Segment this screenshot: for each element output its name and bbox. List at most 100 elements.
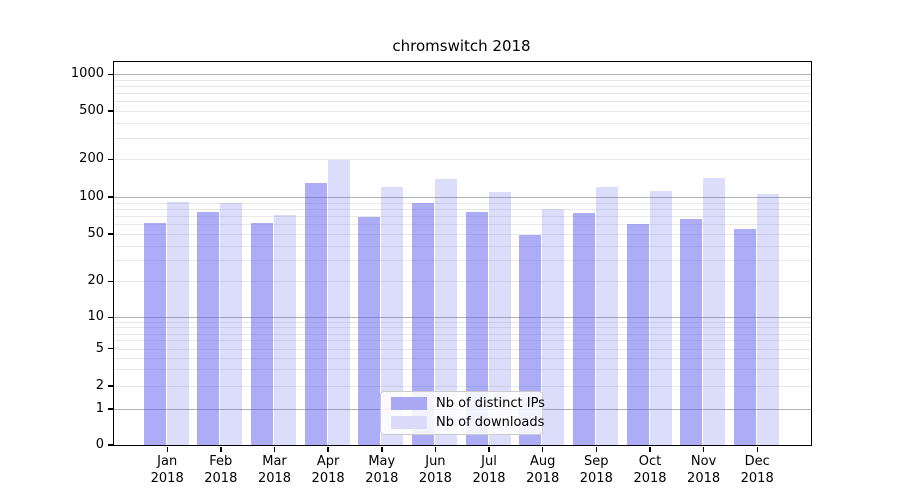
x-tick-label: Feb 2018	[191, 453, 251, 487]
bar-downloads	[703, 177, 726, 445]
x-tick-mark	[595, 447, 598, 452]
y-tick-mark	[108, 196, 113, 198]
bar-downloads	[220, 202, 243, 445]
y-minor-gridline	[114, 111, 811, 113]
x-tick-mark	[541, 447, 544, 452]
x-tick-label: Dec 2018	[727, 453, 787, 487]
bar-downloads	[434, 178, 457, 445]
y-minor-gridline	[114, 86, 811, 88]
x-tick-month: Jun	[425, 454, 446, 469]
y-tick-label: 200	[79, 151, 104, 167]
bar-downloads	[488, 191, 511, 445]
bar-downloads	[542, 209, 565, 445]
y-tick-mark	[108, 347, 113, 350]
y-tick-label: 5	[95, 340, 104, 356]
y-minor-gridline	[114, 369, 811, 371]
y-minor-gridline	[114, 209, 811, 210]
x-tick-mark	[166, 447, 168, 452]
bar-downloads	[756, 194, 779, 445]
y-minor-gridline	[114, 327, 811, 329]
bar-distinct-ips	[680, 219, 703, 445]
y-minor-gridline	[114, 233, 811, 235]
x-tick-label: Jul 2018	[459, 453, 519, 487]
x-tick-label: Oct 2018	[620, 453, 680, 487]
y-major-gridline	[114, 197, 811, 199]
y-minor-gridline	[114, 245, 811, 247]
bar-distinct-ips	[251, 223, 273, 445]
legend-item: Nb of distinct IPs	[391, 394, 545, 413]
x-tick-mark	[488, 447, 490, 452]
x-tick-year: 2018	[365, 471, 399, 486]
x-tick-month: May	[368, 454, 396, 469]
legend-swatch	[391, 397, 427, 410]
y-tick-mark	[108, 408, 113, 410]
y-minor-gridline	[114, 224, 811, 226]
bar-downloads	[327, 160, 350, 445]
y-tick-label: 1	[95, 401, 104, 417]
x-tick-label: Jan 2018	[137, 453, 197, 487]
legend-swatch	[391, 416, 427, 429]
x-tick-year: 2018	[311, 471, 345, 486]
y-tick-mark	[108, 110, 113, 112]
x-tick-month: Aug	[529, 454, 556, 469]
y-minor-gridline	[114, 79, 811, 81]
x-tick-month: Mar	[262, 454, 287, 469]
y-minor-gridline	[114, 348, 811, 350]
y-tick-mark	[108, 280, 113, 282]
y-tick-mark	[108, 385, 113, 387]
x-tick-month: Oct	[638, 454, 662, 469]
y-tick-label: 1000	[70, 66, 104, 82]
y-tick-mark	[108, 233, 113, 235]
x-tick-year: 2018	[579, 471, 613, 486]
y-minor-gridline	[114, 281, 811, 283]
y-minor-gridline	[114, 340, 811, 342]
bar-downloads	[381, 187, 404, 445]
y-tick-mark	[108, 316, 113, 319]
legend: Nb of distinct IPs Nb of downloads	[380, 391, 545, 435]
x-tick-year: 2018	[204, 471, 238, 486]
x-tick-label: Aug 2018	[513, 453, 573, 487]
y-tick-mark	[108, 444, 113, 446]
y-tick-label: 50	[87, 225, 104, 241]
y-tick-label: 100	[79, 189, 104, 205]
plot-area: 0 1 2 5 10 20 50 100 200 500 1000 Jan 2018 Feb 2018 Mar…	[71, 61, 812, 486]
x-tick-label: Sep 2018	[566, 453, 626, 487]
y-tick-label: 2	[95, 377, 104, 393]
bar-downloads	[649, 190, 672, 445]
x-tick-year: 2018	[472, 471, 506, 486]
x-tick-mark	[702, 447, 705, 452]
x-tick-month: Apr	[316, 454, 340, 469]
y-minor-gridline	[114, 138, 811, 139]
legend-label: Nb of downloads	[436, 414, 545, 430]
x-tick-mark	[434, 447, 437, 452]
y-minor-gridline	[114, 260, 811, 262]
x-tick-mark	[327, 447, 329, 452]
y-minor-gridline	[114, 357, 811, 359]
x-tick-month: Nov	[690, 454, 717, 469]
x-tick-year: 2018	[687, 471, 721, 486]
y-major-gridline	[114, 317, 811, 319]
x-tick-month: Sep	[584, 454, 609, 469]
x-tick-mark	[273, 447, 276, 452]
x-tick-year: 2018	[257, 471, 292, 486]
legend-item: Nb of downloads	[391, 413, 545, 432]
y-tick-label: 0	[95, 437, 104, 452]
bar-distinct-ips	[733, 228, 756, 445]
x-tick-year: 2018	[740, 471, 774, 486]
y-minor-gridline	[114, 202, 811, 204]
y-minor-gridline	[114, 159, 811, 161]
bar-downloads	[595, 187, 618, 445]
x-tick-label: Apr 2018	[298, 453, 358, 487]
x-tick-year: 2018	[633, 471, 667, 486]
x-tick-year: 2018	[418, 471, 452, 486]
y-minor-gridline	[114, 101, 811, 103]
bar-distinct-ips	[143, 222, 166, 445]
bar-distinct-ips	[304, 182, 327, 445]
y-minor-gridline	[114, 122, 811, 124]
x-tick-mark	[381, 447, 383, 452]
y-major-gridline	[114, 74, 811, 76]
y-minor-gridline	[114, 322, 811, 324]
bar-distinct-ips	[197, 211, 220, 445]
y-minor-gridline	[114, 216, 811, 218]
